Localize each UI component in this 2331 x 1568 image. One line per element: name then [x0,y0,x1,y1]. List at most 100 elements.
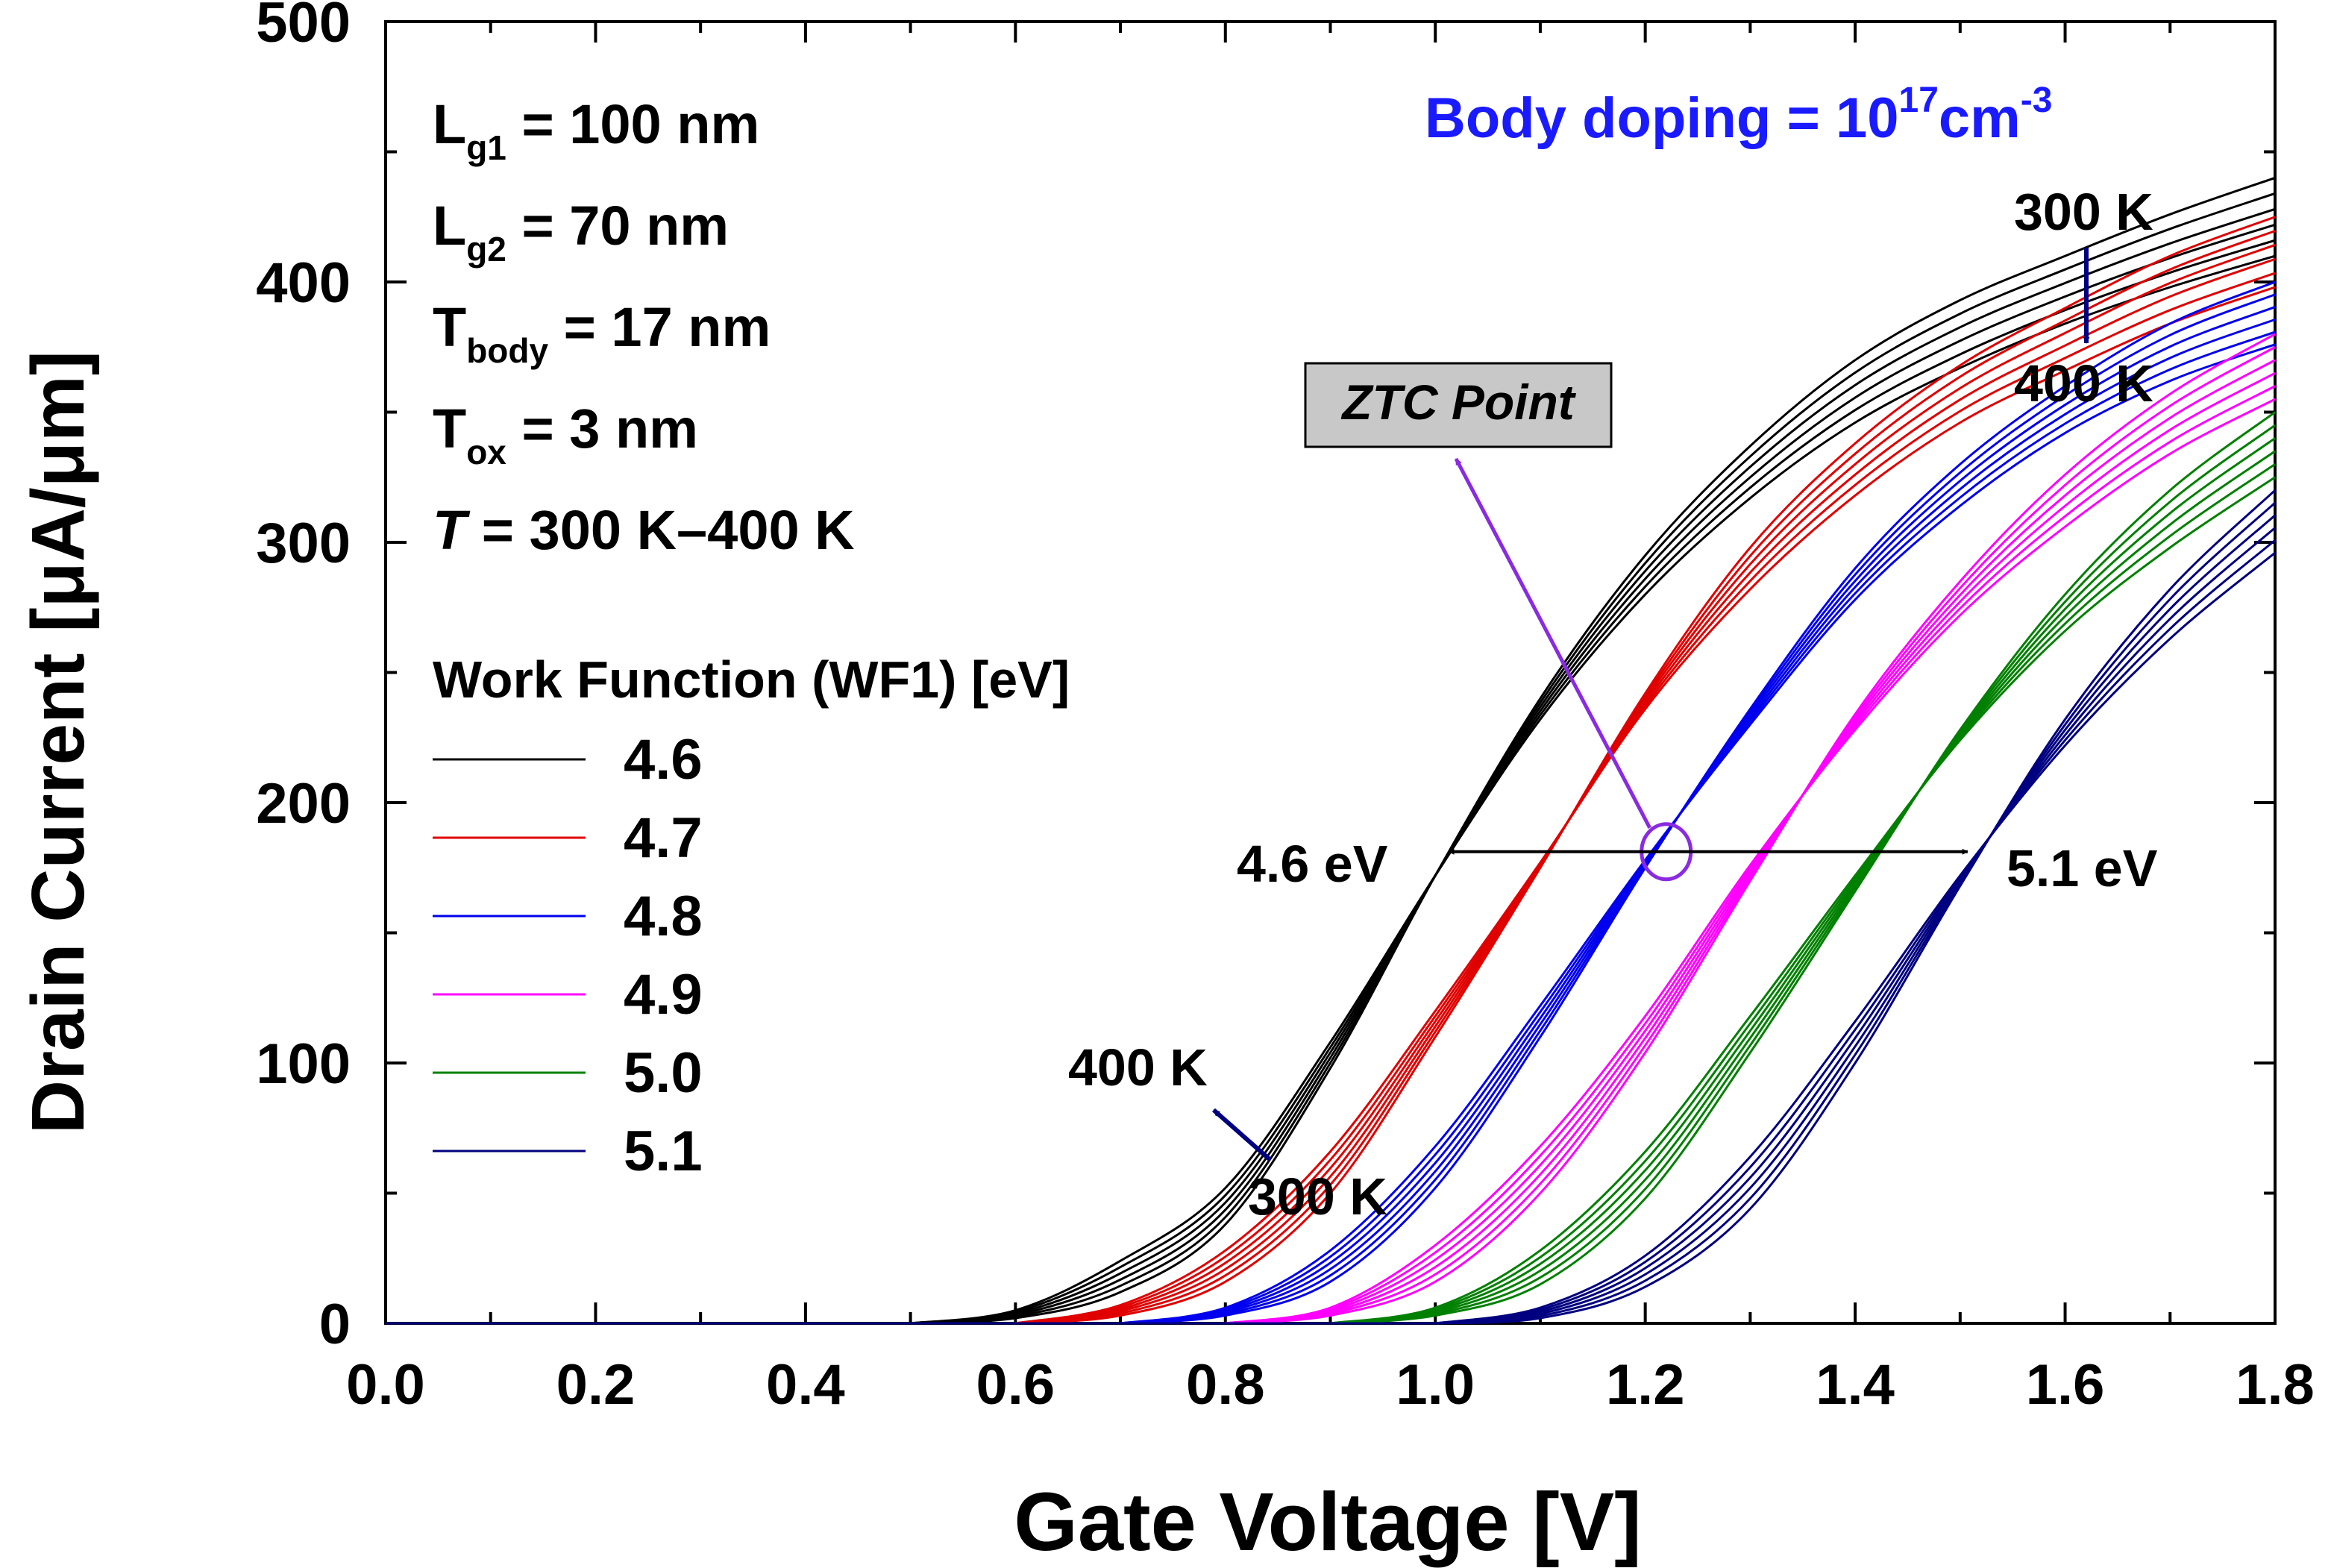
body-doping-exponent: 17 [1899,81,1939,120]
series-line-400K [1225,398,2276,1325]
x-axis-label: Gate Voltage [V] [1014,1476,1641,1568]
parameter-value: = 3 nm [506,398,698,460]
series-line-400K [1120,343,2276,1325]
legend-label: 5.1 [624,1120,703,1183]
series-line-340K [1330,437,2276,1325]
body-doping-label: Body doping = 1017cm-3 [1425,81,2052,150]
ztc-pointer-arrow [1454,457,1651,829]
y-tick-label: 0 [319,1293,351,1356]
legend-item: 4.9 [433,963,703,1026]
x-tick-label: 1.2 [1606,1353,1685,1417]
series-line-320K [910,192,2276,1325]
parameter-value: = 70 nm [506,195,729,257]
series-line-340K [1015,243,2276,1325]
y-tick-label: 100 [256,1032,351,1096]
x-tick-label: 0.8 [1186,1353,1265,1417]
series-line-300K [1225,333,2276,1325]
temp-300k-top-label: 300 K [2014,183,2153,241]
series-line-300K [1330,411,2276,1325]
body-doping-unit: cm [1939,87,2021,150]
series-line-360K [1225,371,2276,1325]
parameter-symbol: T [433,296,466,358]
legend-item: 5.1 [433,1120,703,1183]
temp-300k-bottom-label: 300 K [1248,1167,1387,1226]
body-doping-unit-exponent: -3 [2021,81,2053,120]
y-axis-label: Drain Current [μA/μm] [16,351,100,1134]
ztc-marker [1454,457,1693,882]
parameter-line: Lg1 = 100 nm [433,93,759,167]
y-tick-label: 400 [256,251,351,315]
legend-item: 4.6 [433,728,703,791]
y-tick-label: 300 [256,512,351,575]
temp-400k-bottom-label: 400 K [1068,1038,1208,1097]
legend-item: 5.0 [433,1041,703,1105]
x-tick-label: 0.0 [346,1353,425,1417]
series-line-380K [1015,272,2276,1325]
parameter-line: Tox = 3 nm [433,398,698,471]
temp-400k-top-label: 400 K [2014,354,2153,413]
parameter-subscript: body [466,331,548,370]
series-line-320K [1015,230,2276,1325]
legend-label: 4.7 [624,806,703,870]
parameter-line: Lg2 = 70 nm [433,195,729,269]
parameter-subscript: ox [466,433,506,471]
series-line-300K [1015,216,2276,1325]
series-line-340K [1435,514,2276,1325]
legend-item: 4.7 [433,806,703,870]
parameter-value: = 17 nm [548,296,771,358]
series-line-400K [1015,286,2276,1325]
wf-low-label: 4.6 eV [1237,835,1388,893]
y-tick-label: 200 [256,772,351,835]
legend: 4.6 4.7 4.8 4.9 5.0 5.1 [433,728,703,1183]
series-line-360K [1435,527,2276,1325]
series-line-320K [1330,424,2276,1325]
x-tick-label: 0.2 [556,1353,636,1417]
parameter-subscript: g1 [466,128,506,167]
series-line-300K [910,176,2276,1325]
series-4.7 [386,216,2276,1325]
wf-high-label: 5.1 eV [2007,839,2158,897]
ztc-label: ZTC Point [1340,374,1577,430]
parameter-value: = 300 K–400 K [466,499,854,561]
series-line-340K [1225,359,2276,1325]
legend-item: 4.8 [433,885,703,948]
legend-label: 4.9 [624,963,703,1026]
temp-arrow-bottom [1212,1108,1272,1162]
y-tick-label: 500 [256,0,351,54]
legend-title: Work Function (WF1) [eV] [433,650,1070,709]
series-line-380K [910,239,2276,1325]
parameter-line: Tbody = 17 nm [433,296,771,370]
series-line-380K [1435,539,2276,1325]
curves [386,176,2277,1325]
series-line-360K [1330,450,2276,1325]
parameter-symbol: T [433,398,466,460]
parameter-subscript: g2 [466,230,506,269]
series-line-380K [1330,463,2276,1325]
series-line-400K [1434,551,2276,1325]
ztc-label-box [1304,362,1613,448]
legend-label: 5.0 [624,1041,703,1105]
series-4.9 [386,333,2276,1325]
parameter-line: T = 300 K–400 K [433,499,855,561]
legend-label: 4.6 [624,728,703,791]
x-tick-label: 1.0 [1396,1353,1475,1417]
series-line-320K [1225,345,2276,1325]
x-tick-label: 1.4 [1816,1353,1895,1417]
parameter-symbol: T [433,499,471,561]
parameter-value: = 100 nm [506,93,759,155]
series-line-400K [1330,476,2276,1325]
x-tick-label: 1.6 [2026,1353,2105,1417]
parameter-symbol: L [433,195,466,257]
series-5.1 [386,489,2277,1325]
x-tick-label: 1.8 [2236,1353,2315,1417]
body-doping-text: Body doping = 10 [1425,87,1899,150]
series-line-320K [1435,501,2277,1325]
series-line-380K [1225,385,2276,1325]
parameter-symbol: L [433,93,466,155]
y-axis: 0 100 200 300 400 500 [256,0,2275,1356]
series-line-360K [1015,257,2276,1325]
series-line-300K [1435,489,2277,1325]
x-tick-label: 0.4 [766,1353,845,1417]
